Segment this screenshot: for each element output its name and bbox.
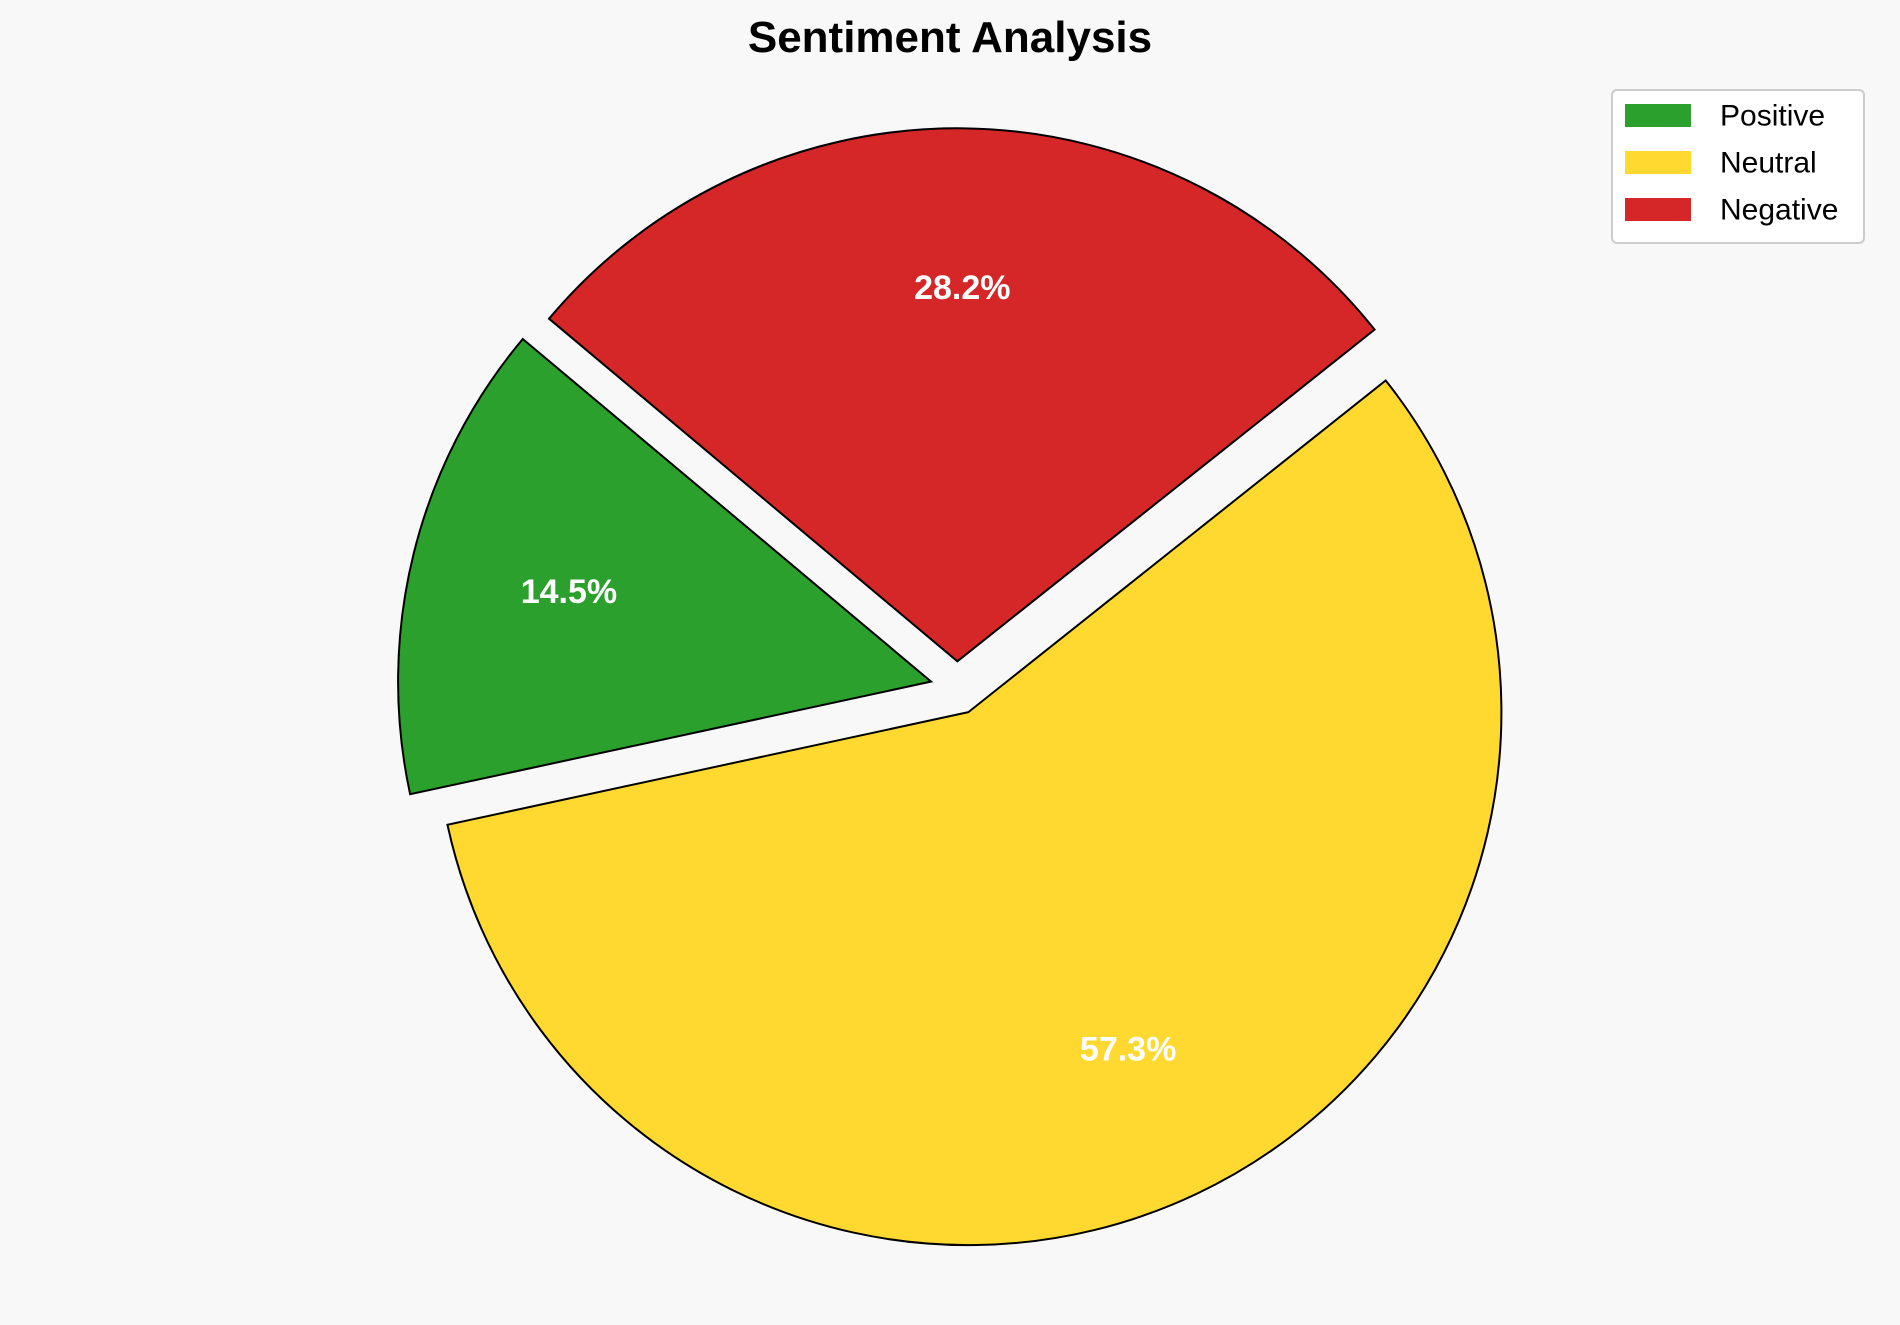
slice-label-neutral: 57.3% xyxy=(1080,1030,1176,1068)
pie-slice-neutral xyxy=(446,379,1503,1247)
pie-slice-positive xyxy=(397,337,934,796)
legend-label-negative: Negative xyxy=(1720,194,1838,227)
chart-title: Sentiment Analysis xyxy=(748,13,1152,62)
legend-swatch-positive xyxy=(1625,104,1691,127)
slice-label-negative: 28.2% xyxy=(914,269,1010,307)
slice-label-positive: 14.5% xyxy=(521,573,617,611)
legend-swatch-negative xyxy=(1625,198,1691,221)
pie-slice-negative xyxy=(547,127,1377,663)
legend: Positive Neutral Negative xyxy=(1611,89,1865,244)
legend-swatch-neutral xyxy=(1625,151,1691,174)
legend-label-neutral: Neutral xyxy=(1720,147,1817,180)
legend-label-positive: Positive xyxy=(1720,100,1825,133)
